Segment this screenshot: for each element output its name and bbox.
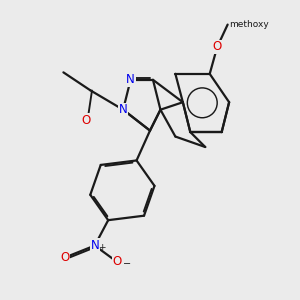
Text: O: O — [81, 114, 90, 127]
Text: N: N — [119, 103, 128, 116]
Text: −: − — [123, 259, 131, 269]
Text: N: N — [126, 73, 135, 86]
Text: O: O — [112, 256, 122, 268]
Text: O: O — [60, 251, 70, 264]
Text: +: + — [98, 243, 105, 252]
Text: N: N — [90, 239, 99, 252]
Text: methoxy: methoxy — [229, 20, 269, 29]
Text: O: O — [213, 40, 222, 53]
